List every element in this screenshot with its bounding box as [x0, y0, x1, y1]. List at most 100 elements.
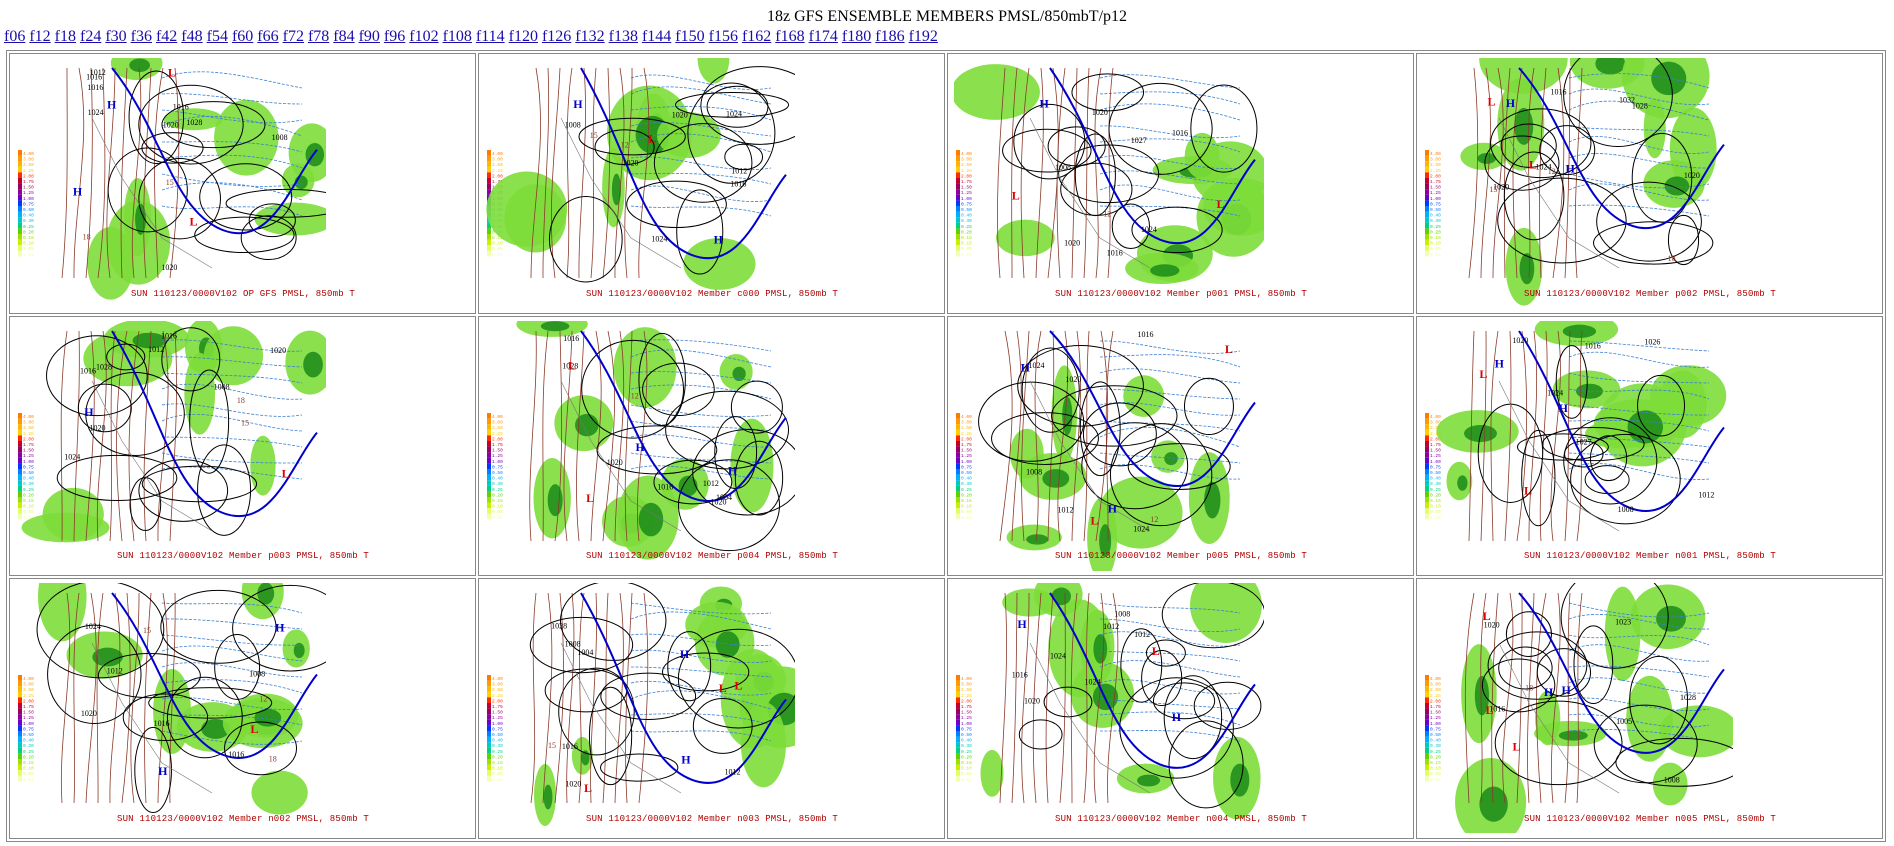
forecast-link-f84[interactable]: f84 — [333, 28, 355, 45]
colorbar-label: 4.00 — [23, 414, 34, 420]
colorbar-label: 0.25 — [1430, 224, 1441, 230]
colorbar-label: 1.25 — [961, 453, 972, 459]
colorbar-label: 3.00 — [23, 419, 34, 425]
colorbar-label: 1.50 — [1430, 447, 1441, 453]
colorbar-label: 0.25 — [23, 486, 34, 492]
colorbar-label: 0.50 — [23, 470, 34, 476]
colorbar-label: 3.00 — [492, 682, 503, 688]
colorbar-label: 0.10 — [1430, 503, 1441, 509]
colorbar-label: 0.20 — [961, 229, 972, 235]
forecast-link-f18[interactable]: f18 — [54, 28, 76, 45]
weather-map: 1028 1024 H 1020 1016 15 18 L 1008 1012 1020 1016 — [21, 320, 326, 543]
forecast-link-f168[interactable]: f168 — [775, 28, 805, 45]
forecast-link-f144[interactable]: f144 — [641, 28, 672, 45]
forecast-link-f162[interactable]: f162 — [741, 28, 772, 45]
colorbar-label: 4.00 — [23, 676, 34, 682]
colorbar-label: 0.10 — [961, 766, 972, 772]
colorbar-label: 0.30 — [1430, 218, 1441, 224]
panel-caption: SUN 110123/0000V102 Member n003 PMSL, 85… — [585, 814, 839, 824]
map-svg: 4.003.002.502.252.001.751.501.251.000.75… — [956, 583, 1264, 820]
contour-value-label: 1016 — [228, 750, 244, 759]
colorbar-label: 0.30 — [961, 744, 972, 750]
contour-value-label: 1024 — [1133, 524, 1149, 533]
contour-value-label: 1024 — [1050, 652, 1066, 661]
contour-value-label: 15 — [590, 131, 598, 140]
forecast-link-f108[interactable]: f108 — [442, 28, 472, 45]
colorbar-label: 0.50 — [961, 207, 972, 213]
colorbar-label: 1.75 — [961, 179, 972, 185]
high-pressure-label: H — [1108, 501, 1118, 515]
colorbar-label: 1.75 — [23, 704, 34, 710]
high-pressure-label: H — [714, 233, 724, 247]
contour-value-label: 1016 — [87, 83, 103, 92]
colorbar-label: 3.00 — [492, 157, 503, 163]
colorbar-label: 2.00 — [492, 173, 503, 179]
forecast-link-f156[interactable]: f156 — [708, 28, 738, 45]
contour-value-label: 1020 — [270, 346, 286, 355]
forecast-link-f48[interactable]: f48 — [181, 28, 203, 45]
forecast-link-f42[interactable]: f42 — [155, 28, 178, 45]
colorbar-label: 2.25 — [492, 168, 503, 174]
colorbar-label: 0.15 — [1430, 498, 1441, 504]
panel-caption: SUN 110123/0000V102 Member p005 PMSL, 85… — [1054, 551, 1308, 562]
forecast-link-f96[interactable]: f96 — [383, 28, 406, 45]
forecast-link-f78[interactable]: f78 — [307, 28, 330, 45]
forecast-link-f114[interactable]: f114 — [475, 28, 505, 45]
ensemble-panel[interactable]: 4.003.002.502.252.001.751.501.251.000.75… — [478, 53, 945, 314]
forecast-link-f150[interactable]: f150 — [675, 28, 705, 45]
forecast-hour-links: f06 f12 f18 f24 f30 f36 f42 f48 f54 f60 f66 f72 f78 f… — [4, 28, 942, 46]
forecast-link-f60[interactable]: f60 — [231, 28, 254, 45]
forecast-link-f24[interactable]: f24 — [79, 28, 102, 45]
forecast-link-f66[interactable]: f66 — [257, 28, 279, 45]
forecast-link-f132[interactable]: f132 — [575, 28, 605, 45]
forecast-link-f120[interactable]: f120 — [508, 28, 538, 45]
forecast-link-f174[interactable]: f174 — [808, 28, 838, 45]
forecast-link-f54[interactable]: f54 — [206, 28, 228, 45]
contour-value-label: 1008 — [1026, 467, 1042, 476]
forecast-link-f12[interactable]: f12 — [29, 28, 51, 45]
low-pressure-label: L — [734, 679, 742, 693]
map-svg: 4.003.002.502.252.001.751.501.251.000.75… — [18, 320, 326, 543]
colorbar-label: 0.30 — [492, 744, 503, 750]
low-pressure-label: L — [250, 722, 258, 736]
forecast-link-f192[interactable]: f192 — [908, 28, 938, 45]
forecast-link-f06[interactable]: f06 — [4, 28, 26, 45]
colorbar-label: 0.01 — [1430, 777, 1441, 783]
precip-colorbar: 4.003.002.502.252.001.751.501.251.000.75… — [487, 675, 503, 783]
forecast-link-f186[interactable]: f186 — [875, 28, 905, 45]
colorbar-label: 0.01 — [492, 514, 503, 520]
panel-row: 4.00 3.00 2.50 2.25 2.00 1.75 1.50 1.25 1.00 0.75… — [9, 315, 1883, 577]
colorbar-label: 0.10 — [1430, 766, 1441, 772]
forecast-link-f126[interactable]: f126 — [541, 28, 572, 45]
forecast-link-f180[interactable]: f180 — [841, 28, 872, 45]
low-pressure-label: L — [1529, 158, 1537, 172]
forecast-link-f90[interactable]: f90 — [358, 28, 380, 45]
high-pressure-label: H — [107, 97, 117, 111]
forecast-link-f30[interactable]: f30 — [105, 28, 127, 45]
forecast-link-f36[interactable]: f36 — [130, 28, 152, 45]
colorbar-label: 1.50 — [1430, 710, 1441, 716]
forecast-link-f102[interactable]: f102 — [409, 28, 439, 45]
colorbar-label: 0.25 — [492, 486, 503, 492]
forecast-link-f72[interactable]: f72 — [282, 28, 304, 45]
panel-caption: SUN 110123/0000V102 Member p004 PMSL, 85… — [585, 551, 839, 562]
forecast-link-f138[interactable]: f138 — [608, 28, 638, 45]
contour-value-label: 1008 — [565, 121, 581, 130]
high-pressure-label: H — [681, 753, 691, 767]
low-pressure-label: L — [190, 215, 198, 229]
contour-value-label: 1028 — [96, 362, 112, 371]
panel-caption: SUN 110123/0000V102 Member p003 PMSL, 85… — [116, 551, 370, 562]
